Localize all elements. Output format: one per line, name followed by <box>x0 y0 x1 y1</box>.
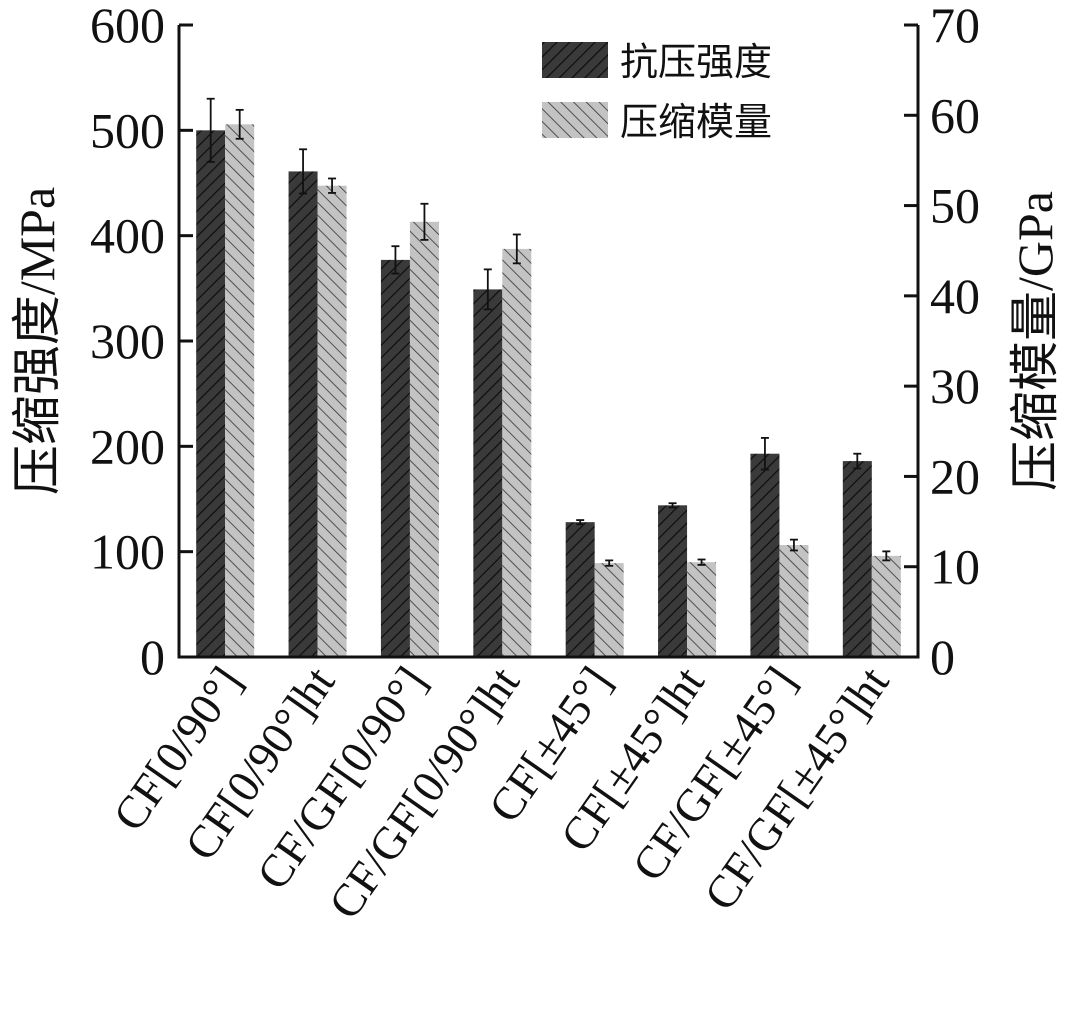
bar-strength-2 <box>380 259 410 657</box>
left-tick-label-0: 0 <box>140 629 165 685</box>
error-bar-modulus-5 <box>697 558 706 566</box>
legend: 抗压强度 压缩模量 <box>542 42 772 144</box>
error-bar-modulus-7 <box>882 550 891 562</box>
right-tick-label-2: 20 <box>930 448 980 504</box>
legend-swatch-strength <box>542 42 608 78</box>
bar-modulus-4 <box>594 563 624 657</box>
bar-modulus-2 <box>409 221 439 657</box>
legend-label-modulus: 压缩模量 <box>620 102 772 144</box>
error-bar-strength-1 <box>299 148 308 195</box>
right-y-ticks: 0 10 20 30 40 50 60 70 <box>904 0 980 685</box>
error-bar-strength-7 <box>853 452 862 470</box>
bars-layer <box>196 124 901 658</box>
right-tick-label-7: 70 <box>930 0 980 53</box>
bar-strength-4 <box>565 522 595 657</box>
bar-modulus-0 <box>225 124 255 658</box>
right-tick-label-1: 10 <box>930 539 980 595</box>
error-bar-modulus-3 <box>512 233 521 265</box>
right-tick-label-3: 30 <box>930 358 980 414</box>
bar-modulus-7 <box>871 555 901 657</box>
right-tick-label-6: 60 <box>930 87 980 143</box>
bar-modulus-1 <box>317 185 347 658</box>
left-tick-label-5: 500 <box>90 102 165 158</box>
right-tick-label-5: 50 <box>930 178 980 234</box>
error-bar-modulus-0 <box>235 108 244 140</box>
error-bar-strength-4 <box>576 519 585 526</box>
bar-strength-5 <box>658 505 688 657</box>
error-bar-strength-6 <box>760 437 769 471</box>
error-bars-layer <box>206 97 891 567</box>
error-bar-strength-2 <box>391 245 400 275</box>
right-y-axis-label: 压缩模量/GPa <box>1007 191 1063 491</box>
left-tick-label-1: 100 <box>90 524 165 580</box>
x-tick-labels: CF[0/90°]CF[0/90°]htCF/GF[0/90°]CF/GF[0/… <box>103 657 899 928</box>
left-tick-label-4: 400 <box>90 208 165 264</box>
left-y-axis-label: 压缩强度/MPa <box>9 187 65 495</box>
bar-strength-7 <box>842 461 872 657</box>
right-tick-label-4: 40 <box>930 268 980 324</box>
bar-strength-3 <box>473 289 503 657</box>
legend-label-strength: 抗压强度 <box>620 42 772 84</box>
bar-modulus-6 <box>779 545 809 657</box>
error-bar-strength-0 <box>206 97 215 163</box>
bar-strength-6 <box>750 453 780 657</box>
bar-strength-0 <box>196 130 226 658</box>
bar-strength-1 <box>288 171 318 657</box>
bar-modulus-3 <box>502 248 532 657</box>
bar-modulus-5 <box>687 562 717 657</box>
error-bar-modulus-6 <box>789 538 798 552</box>
error-bar-strength-3 <box>483 268 492 311</box>
error-bar-modulus-4 <box>605 559 614 567</box>
error-bar-modulus-1 <box>328 177 337 194</box>
error-bar-modulus-2 <box>420 202 429 241</box>
error-bar-strength-5 <box>668 502 677 509</box>
left-y-ticks: 0 100 200 300 400 500 600 <box>90 0 193 685</box>
left-tick-label-3: 300 <box>90 313 165 369</box>
right-tick-label-0: 0 <box>930 629 955 685</box>
legend-swatch-modulus <box>542 102 608 138</box>
left-tick-label-2: 200 <box>90 418 165 474</box>
left-tick-label-6: 600 <box>90 0 165 53</box>
